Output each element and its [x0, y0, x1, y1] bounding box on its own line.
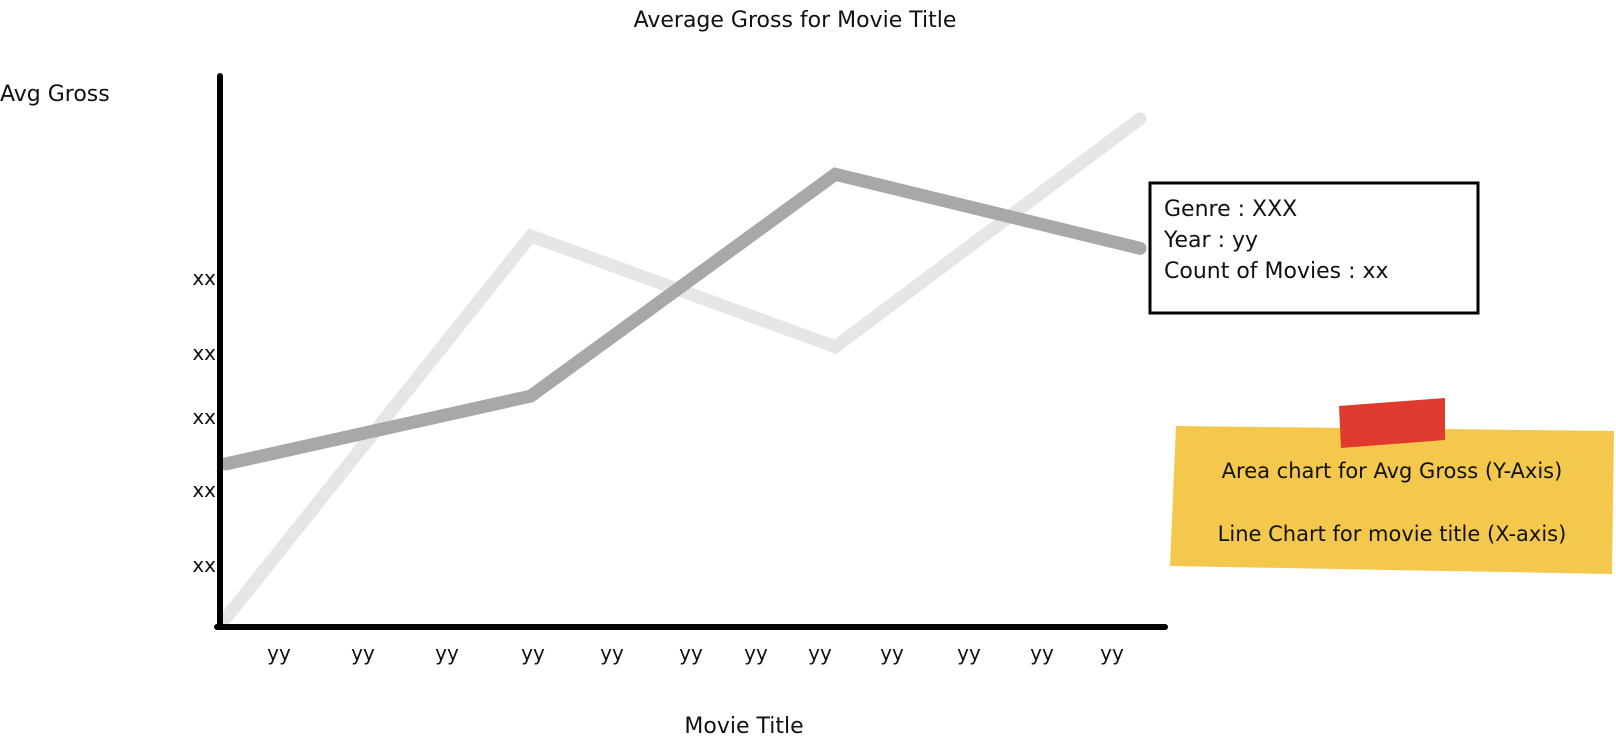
sticky-note-line-1: Area chart for Avg Gross (Y-Axis) [1222, 459, 1563, 483]
y-tick-label: xx [192, 478, 216, 502]
x-tick-label: yy [267, 641, 291, 665]
y-tick-label: xx [192, 341, 216, 365]
y-tick-label: xx [192, 266, 216, 290]
x-tick-label: yy [351, 641, 375, 665]
x-tick-label: yy [808, 641, 832, 665]
tooltip-line-year: Year : yy [1163, 228, 1258, 253]
x-tick-label: yy [1030, 641, 1054, 665]
x-tick-label: yy [957, 641, 981, 665]
sticky-note-tape [1339, 398, 1445, 448]
y-tick-label: xx [192, 553, 216, 577]
x-tick-label: yy [880, 641, 904, 665]
sticky-note-line-2: Line Chart for movie title (X-axis) [1218, 522, 1567, 546]
x-tick-label: yy [435, 641, 459, 665]
x-tick-label: yy [1100, 641, 1124, 665]
sticky-note-paper [1170, 426, 1614, 574]
chart-title: Average Gross for Movie Title [634, 8, 957, 33]
x-tick-labels: yy yy yy yy yy yy yy yy yy yy yy yy [267, 641, 1124, 665]
x-axis-label: Movie Title [684, 714, 803, 739]
series-line-1 [219, 112, 1147, 625]
y-tick-labels: xx xx xx xx xx [192, 266, 216, 577]
tooltip-line-count: Count of Movies : xx [1164, 259, 1389, 284]
x-tick-label: yy [521, 641, 545, 665]
y-axis-label: Avg Gross [0, 82, 110, 107]
series-layer [219, 112, 1147, 625]
sticky-note: Area chart for Avg Gross (Y-Axis) Line C… [1170, 398, 1614, 574]
series-line-2 [219, 167, 1147, 471]
x-tick-label: yy [744, 641, 768, 665]
tooltip-box: Genre : XXX Year : yy Count of Movies : … [1148, 181, 1480, 315]
x-tick-label: yy [600, 641, 624, 665]
y-tick-label: xx [192, 405, 216, 429]
x-tick-label: yy [679, 641, 703, 665]
tooltip-line-genre: Genre : XXX [1164, 197, 1297, 222]
